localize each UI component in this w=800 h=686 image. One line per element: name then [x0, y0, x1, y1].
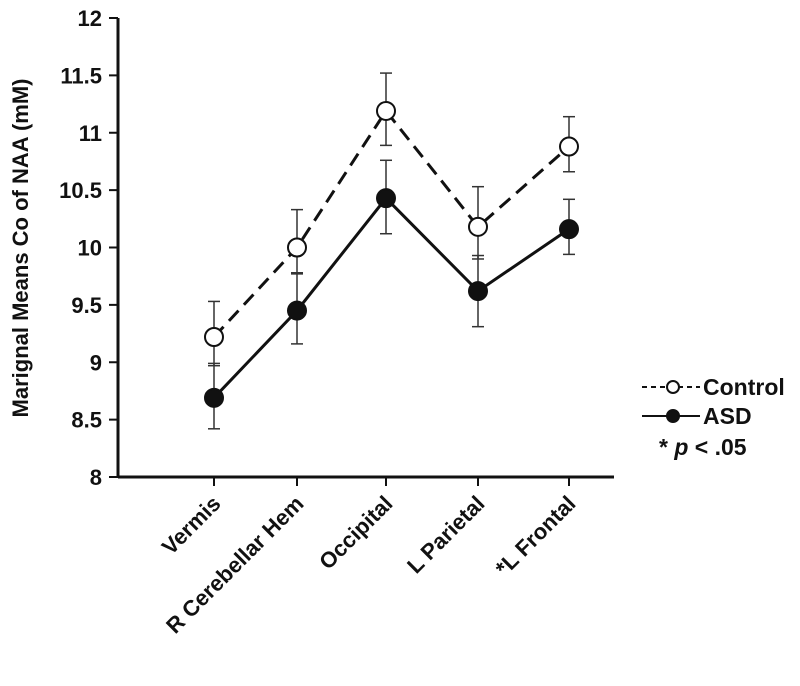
- data-point-control: [559, 136, 579, 157]
- x-category-label: R Cerebellar Hem: [161, 491, 308, 638]
- y-tick-label: 9.5: [71, 293, 102, 318]
- data-point-control: [287, 237, 307, 258]
- y-tick-label: 11: [79, 121, 102, 146]
- significance-note-suffix: < .05: [688, 434, 746, 460]
- legend-marker-control: [666, 380, 680, 394]
- significance-note: * p < .05: [659, 434, 747, 460]
- series-line-control: [212, 108, 570, 339]
- data-point-asd: [468, 281, 488, 302]
- y-tick-label: 10.5: [59, 178, 102, 203]
- series-layer: [204, 72, 579, 430]
- y-axis-title: Marignal Means Co of NAA (mM): [8, 79, 33, 418]
- series-asd: [204, 159, 579, 430]
- y-tick-label: 8: [90, 465, 102, 490]
- legend: Control ASD * p < .05: [642, 374, 785, 460]
- x-category-label: Vermis: [157, 491, 226, 560]
- y-tick-label: 10: [78, 236, 102, 261]
- legend-marker-asd: [666, 409, 680, 423]
- y-tick-label: 9: [90, 350, 102, 375]
- x-category-label: *L Frontal: [491, 491, 581, 581]
- y-ticks: 8 8.5 9 9.5 10 10.5 11 11.5 12: [59, 6, 118, 490]
- legend-entry-asd: ASD: [642, 403, 752, 429]
- y-tick-label: 8.5: [71, 408, 102, 433]
- data-point-asd: [559, 219, 579, 240]
- x-category-label: Occipital: [314, 491, 397, 574]
- data-point-control: [376, 100, 396, 121]
- data-point-asd: [287, 300, 307, 321]
- legend-label-control: Control: [703, 374, 785, 400]
- legend-label-asd: ASD: [703, 403, 752, 429]
- data-point-asd: [204, 387, 224, 408]
- data-point-control: [204, 327, 224, 348]
- data-point-asd: [376, 188, 396, 209]
- x-category-label: L Parietal: [402, 491, 489, 578]
- legend-entry-control: Control: [642, 374, 785, 400]
- y-tick-label: 12: [78, 6, 102, 31]
- series-line-asd: [212, 195, 570, 399]
- y-tick-label: 11.5: [60, 63, 102, 88]
- significance-note-p: p: [673, 434, 688, 460]
- data-point-control: [468, 216, 488, 237]
- series-control: [204, 72, 579, 367]
- significance-note-prefix: *: [659, 434, 674, 460]
